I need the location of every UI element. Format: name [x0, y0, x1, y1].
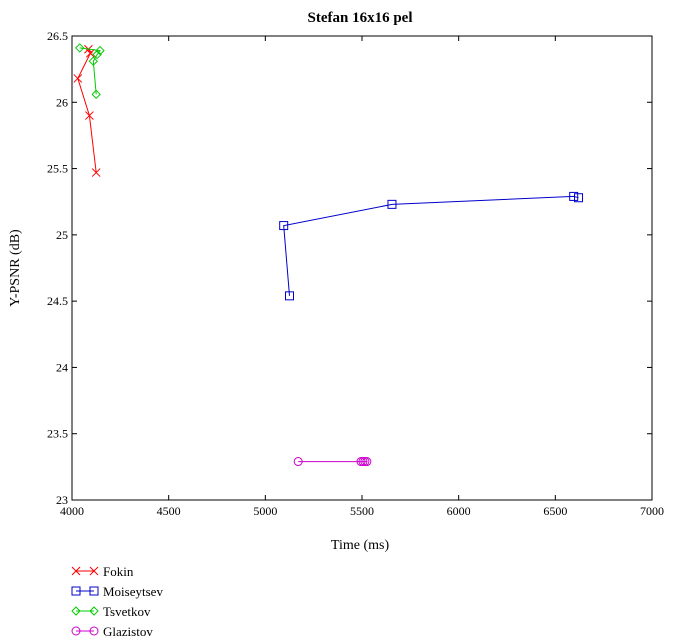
- data-point-tsvetkov: [91, 89, 101, 100]
- y-tick-label: 24.5: [47, 294, 68, 308]
- legend-item-tsvetkov: Tsvetkov: [71, 604, 151, 619]
- data-point-tsvetkov: [88, 56, 98, 66]
- legend-marker: [89, 606, 99, 616]
- legend-marker: [89, 626, 99, 636]
- x-tick-label: 6000: [447, 504, 471, 518]
- y-tick-label: 23: [56, 493, 68, 507]
- legend-label: Fokin: [103, 564, 134, 579]
- legend-marker: [89, 586, 99, 596]
- x-tick-label: 5500: [350, 504, 374, 518]
- legend: Fokin Moiseytsev Tsvetkov Glazistov: [71, 564, 163, 639]
- legend-marker: [89, 566, 99, 576]
- y-tick-label: 26.5: [47, 29, 68, 43]
- y-tick-label: 23.5: [47, 427, 68, 441]
- series-fokin: [73, 44, 101, 177]
- axis-ticks: 4000 4500 5000 5500 6000 6500 7000 23 23.5 24 24.5…: [47, 29, 664, 518]
- series-tsvetkov: [75, 43, 105, 100]
- series-moiseytsev: [279, 191, 584, 301]
- y-tick-label: 25: [56, 228, 68, 242]
- series-line-tsvetkov: [79, 47, 101, 95]
- legend-label: Glazistov: [103, 624, 153, 639]
- data-point-moiseytsev: [285, 291, 294, 301]
- legend-item-fokin: Fokin: [71, 564, 134, 579]
- data-point-tsvetkov: [95, 45, 105, 56]
- plot-area: [71, 35, 653, 501]
- x-tick-label: 6500: [543, 504, 567, 518]
- data-point-fokin: [85, 111, 94, 120]
- series-line-moiseytsev: [283, 195, 579, 296]
- legend-marker: [71, 566, 81, 576]
- y-tick-label: 26: [56, 95, 68, 109]
- data-point-moiseytsev: [569, 191, 579, 201]
- y-axis-label: Y-PSNR (dB): [8, 229, 23, 307]
- x-tick-label: 5000: [253, 504, 277, 518]
- legend-label: Tsvetkov: [103, 604, 151, 619]
- series-layer: [73, 43, 584, 467]
- x-tick-label: 7000: [640, 504, 664, 518]
- data-point-glazistov: [362, 457, 372, 467]
- chart-title: Stefan 16x16 pel: [308, 10, 413, 26]
- legend-marker: [71, 606, 81, 616]
- data-point-fokin: [73, 74, 83, 83]
- legend-marker: [71, 626, 81, 636]
- legend-item-glazistov: Glazistov: [71, 624, 153, 639]
- legend-item-moiseytsev: Moiseytsev: [71, 584, 163, 599]
- y-tick-label: 25.5: [47, 162, 68, 176]
- data-point-moiseytsev: [574, 193, 584, 203]
- x-tick-label: 4500: [157, 504, 181, 518]
- x-axis-label: Time (ms): [331, 538, 390, 553]
- data-point-fokin: [91, 168, 101, 177]
- legend-marker: [71, 586, 81, 596]
- series-glazistov: [293, 457, 372, 467]
- data-point-moiseytsev: [279, 221, 289, 231]
- data-point-glazistov: [293, 457, 303, 467]
- data-point-tsvetkov: [75, 43, 85, 53]
- data-point-moiseytsev: [387, 199, 397, 209]
- data-point-tsvetkov: [92, 49, 102, 60]
- y-tick-label: 24: [56, 360, 68, 374]
- legend-label: Moiseytsev: [103, 584, 163, 599]
- x-tick-label: 4000: [60, 504, 84, 518]
